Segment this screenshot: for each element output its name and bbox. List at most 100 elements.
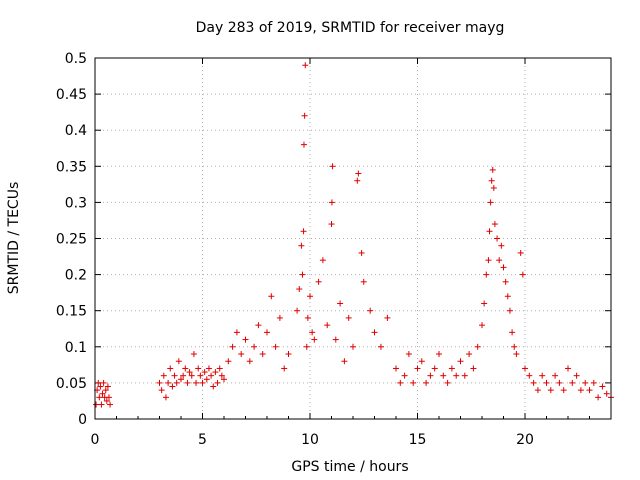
data-point: [199, 379, 206, 386]
data-point: [466, 351, 473, 358]
data-point: [208, 372, 215, 379]
data-point: [105, 394, 112, 401]
data-point: [299, 271, 306, 278]
data-point: [506, 307, 513, 314]
data-points: [93, 62, 614, 408]
data-point: [377, 343, 384, 350]
data-point: [184, 379, 191, 386]
data-point: [530, 379, 537, 386]
data-point: [498, 242, 505, 249]
data-point: [491, 221, 498, 228]
data-point: [556, 379, 563, 386]
data-point: [246, 358, 253, 365]
x-tick-label: 20: [516, 432, 534, 448]
data-point: [448, 365, 455, 372]
data-point: [453, 372, 460, 379]
data-point: [384, 314, 391, 321]
data-point: [410, 379, 417, 386]
x-tick-label: 5: [198, 432, 207, 448]
data-point: [169, 383, 176, 390]
data-point: [436, 351, 442, 358]
data-point: [193, 379, 200, 386]
data-point: [173, 379, 180, 386]
data-point: [214, 379, 221, 386]
data-point: [367, 307, 374, 314]
data-point: [573, 372, 580, 379]
data-point: [519, 271, 526, 278]
data-point: [301, 112, 308, 119]
data-point: [162, 394, 169, 401]
data-point: [552, 372, 559, 379]
data-point: [328, 221, 335, 228]
data-point: [197, 372, 204, 379]
data-point: [225, 358, 232, 365]
data-point: [324, 322, 331, 329]
data-point: [180, 372, 187, 379]
data-point: [294, 307, 301, 314]
data-point: [522, 365, 528, 372]
data-point: [171, 372, 178, 379]
data-point: [188, 372, 195, 379]
data-point: [457, 358, 464, 365]
data-point: [360, 278, 367, 285]
data-point: [229, 343, 236, 350]
data-point: [195, 365, 202, 372]
y-tick-label: 0.4: [65, 123, 87, 139]
data-point: [481, 300, 488, 307]
data-point: [599, 383, 606, 390]
data-point: [393, 365, 399, 372]
data-point: [216, 365, 223, 372]
data-point: [603, 390, 610, 397]
data-point: [218, 372, 225, 379]
data-point: [431, 365, 438, 372]
data-point: [205, 365, 212, 372]
x-tick-label: 15: [409, 432, 427, 448]
data-point: [233, 329, 240, 336]
data-point: [489, 166, 496, 173]
data-point: [358, 249, 365, 256]
data-point: [569, 379, 576, 386]
data-point: [509, 329, 516, 336]
data-point: [251, 343, 258, 350]
plot-frame: [94, 57, 612, 420]
data-point: [577, 387, 584, 394]
y-tick-label: 0.1: [65, 340, 87, 356]
data-point: [474, 343, 481, 350]
x-tick-label: 10: [301, 432, 319, 448]
data-point: [300, 141, 307, 148]
data-point: [104, 383, 111, 390]
data-point: [504, 293, 511, 300]
data-point: [319, 257, 326, 264]
data-point: [337, 300, 344, 307]
data-point: [210, 383, 217, 390]
data-point: [485, 257, 492, 264]
data-point: [296, 286, 303, 293]
data-point: [490, 184, 497, 191]
y-tick-label: 0.05: [56, 376, 87, 392]
data-point: [590, 379, 597, 386]
data-point: [98, 401, 105, 408]
data-point: [486, 228, 493, 235]
data-point: [238, 351, 245, 358]
data-point: [165, 379, 172, 386]
data-point: [414, 365, 421, 372]
data-point: [212, 369, 219, 376]
data-point: [97, 383, 104, 390]
data-point: [401, 372, 408, 379]
y-tick-label: 0.25: [56, 232, 87, 248]
data-point: [190, 351, 197, 358]
data-point: [302, 62, 309, 69]
y-tick-label: 0.3: [65, 195, 87, 211]
data-point: [483, 271, 490, 278]
data-point: [397, 379, 404, 386]
data-point: [332, 336, 339, 343]
data-point: [354, 177, 361, 184]
data-point: [156, 379, 163, 386]
data-point: [328, 199, 335, 206]
data-point: [418, 358, 425, 365]
data-point: [102, 387, 109, 394]
data-point: [158, 387, 165, 394]
data-point: [309, 329, 316, 336]
data-point: [186, 369, 193, 376]
